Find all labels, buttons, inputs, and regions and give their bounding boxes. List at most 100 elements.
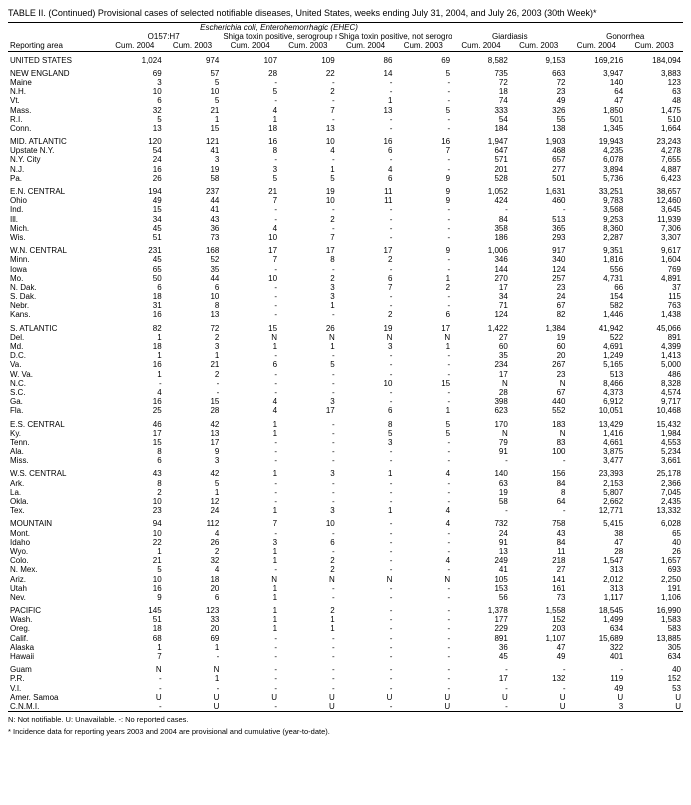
value-cell: 3 — [221, 165, 279, 174]
value-cell: 28 — [164, 406, 222, 415]
value-cell: - — [337, 456, 395, 465]
area-cell: D.C. — [8, 351, 106, 360]
area-cell: S.C. — [8, 388, 106, 397]
table-row: Mass.3221471353333261,8501,475 — [8, 106, 683, 115]
value-cell: 19,943 — [568, 133, 626, 146]
value-cell: 9 — [394, 242, 452, 255]
hdr-cum03-3: Cum. 2003 — [394, 41, 452, 51]
value-cell: 15 — [106, 205, 164, 214]
value-cell: - — [394, 292, 452, 301]
area-cell: Fla. — [8, 406, 106, 415]
value-cell: 10 — [337, 379, 395, 388]
hdr-cum04-5: Cum. 2004 — [568, 41, 626, 51]
value-cell: 4 — [221, 406, 279, 415]
value-cell: 8,360 — [568, 224, 626, 233]
value-cell: 891 — [452, 634, 510, 643]
value-cell: - — [394, 155, 452, 164]
area-cell: W.S. CENTRAL — [8, 465, 106, 478]
value-cell: - — [279, 497, 337, 506]
value-cell: 1,664 — [625, 124, 683, 133]
value-cell: 277 — [510, 165, 568, 174]
value-cell: 17 — [452, 674, 510, 683]
value-cell: 69 — [106, 65, 164, 78]
value-cell: - — [394, 233, 452, 242]
value-cell: - — [279, 115, 337, 124]
value-cell: 20 — [164, 584, 222, 593]
value-cell: - — [279, 684, 337, 693]
value-cell: 6,912 — [568, 397, 626, 406]
value-cell: 67 — [510, 388, 568, 397]
area-cell: N.J. — [8, 165, 106, 174]
value-cell: 2,287 — [568, 233, 626, 242]
value-cell: 16 — [106, 310, 164, 319]
value-cell: 917 — [510, 242, 568, 255]
value-cell: 3 — [279, 465, 337, 478]
area-cell: Nev. — [8, 593, 106, 602]
value-cell: 16 — [106, 397, 164, 406]
value-cell: 21 — [221, 183, 279, 196]
value-cell: 5 — [394, 65, 452, 78]
value-cell: 5,234 — [625, 447, 683, 456]
value-cell: 8 — [164, 301, 222, 310]
value-cell: - — [279, 674, 337, 683]
value-cell: 1,106 — [625, 593, 683, 602]
value-cell: 17 — [106, 429, 164, 438]
value-cell: U — [279, 702, 337, 712]
area-cell: Mass. — [8, 106, 106, 115]
value-cell: 65 — [625, 529, 683, 538]
value-cell: 47 — [568, 96, 626, 105]
value-cell: 8 — [510, 488, 568, 497]
value-cell: - — [337, 702, 395, 712]
value-cell: 7 — [279, 233, 337, 242]
value-cell: 24 — [106, 155, 164, 164]
value-cell: 4,731 — [568, 274, 626, 283]
table-row: Okla.1012----58642,6622,435 — [8, 497, 683, 506]
area-cell: Colo. — [8, 556, 106, 565]
value-cell: 3 — [279, 283, 337, 292]
value-cell: 14 — [337, 65, 395, 78]
value-cell: 3,307 — [625, 233, 683, 242]
area-cell: Ala. — [8, 447, 106, 456]
value-cell: 34 — [452, 292, 510, 301]
value-cell: - — [394, 684, 452, 693]
value-cell: 1 — [221, 624, 279, 633]
hdr-cum03-5: Cum. 2003 — [625, 41, 683, 51]
value-cell: 23 — [510, 283, 568, 292]
value-cell: 24 — [510, 292, 568, 301]
value-cell: - — [394, 447, 452, 456]
value-cell: - — [337, 661, 395, 674]
area-cell: Pa. — [8, 174, 106, 183]
value-cell: - — [394, 643, 452, 652]
value-cell: 4,887 — [625, 165, 683, 174]
value-cell: - — [337, 497, 395, 506]
value-cell: - — [568, 661, 626, 674]
value-cell: 6 — [106, 283, 164, 292]
value-cell: - — [279, 265, 337, 274]
value-cell: - — [394, 529, 452, 538]
table-row: E.S. CENTRAL46421-8517018313,42915,432 — [8, 416, 683, 429]
value-cell: - — [394, 388, 452, 397]
value-cell: 15,432 — [625, 416, 683, 429]
value-cell: 71 — [452, 301, 510, 310]
value-cell: - — [452, 702, 510, 712]
value-cell: 9,783 — [568, 196, 626, 205]
area-cell: Ky. — [8, 429, 106, 438]
value-cell: 5 — [164, 96, 222, 105]
value-cell: 3 — [279, 292, 337, 301]
table-row: Ill.3443-2--845139,25311,939 — [8, 215, 683, 224]
value-cell: - — [394, 115, 452, 124]
value-cell: - — [394, 87, 452, 96]
value-cell: - — [221, 78, 279, 87]
value-cell: - — [510, 456, 568, 465]
value-cell: 27 — [452, 333, 510, 342]
hdr-stp-non: Shiga toxin positive, serogroup non-O157 — [221, 32, 336, 41]
value-cell: 468 — [510, 146, 568, 155]
value-cell: U — [625, 693, 683, 702]
value-cell: 1,558 — [510, 602, 568, 615]
value-cell: 1 — [106, 547, 164, 556]
value-cell: 326 — [510, 106, 568, 115]
value-cell: 1 — [221, 602, 279, 615]
value-cell: - — [106, 684, 164, 693]
area-cell: Ohio — [8, 196, 106, 205]
area-cell: Mo. — [8, 274, 106, 283]
